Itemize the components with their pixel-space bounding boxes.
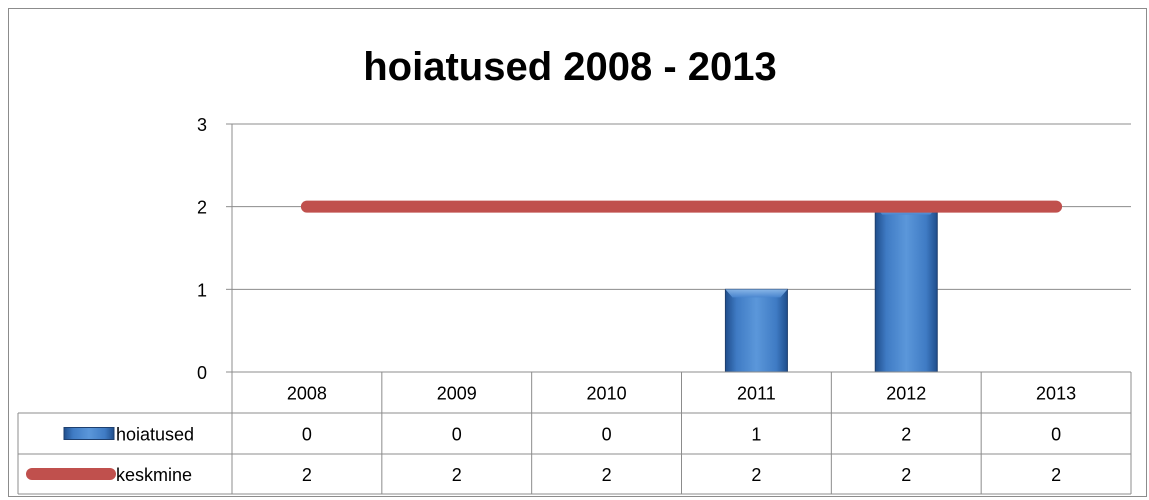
x-tick-label: 2012 bbox=[886, 384, 926, 404]
legend-label: keskmine bbox=[116, 465, 192, 485]
bar-bevel bbox=[725, 289, 788, 298]
chart-border bbox=[8, 8, 1147, 497]
data-table: 2008 2009 2010 2011 2012 2013 hoiatused 0 0 0 1 2 0 k… bbox=[17, 371, 1132, 495]
data-label: 2 bbox=[602, 465, 612, 485]
data-label: 2 bbox=[901, 425, 911, 445]
bar-body bbox=[724, 288, 788, 373]
line-point bbox=[1055, 206, 1057, 208]
line-point bbox=[755, 206, 757, 208]
data-label: 2 bbox=[452, 465, 462, 485]
y-tick-label: 0 bbox=[197, 363, 207, 383]
data-label: 1 bbox=[751, 425, 761, 445]
y-tick-label: 3 bbox=[197, 115, 207, 135]
bar-body bbox=[874, 206, 938, 373]
line-point bbox=[905, 206, 907, 208]
chart-title: hoiatused 2008 - 2013 bbox=[363, 45, 777, 89]
legend-key-hoiatused bbox=[63, 427, 115, 440]
data-label: 2 bbox=[1051, 465, 1061, 485]
x-tick-label: 2013 bbox=[1036, 384, 1076, 404]
bar bbox=[724, 288, 788, 373]
data-label: 0 bbox=[452, 425, 462, 445]
x-tick-label: 2010 bbox=[587, 384, 627, 404]
data-label: 2 bbox=[901, 465, 911, 485]
data-label: 0 bbox=[302, 425, 312, 445]
line-point bbox=[606, 206, 608, 208]
line-series bbox=[300, 200, 1063, 213]
legend-label: hoiatused bbox=[116, 425, 194, 445]
y-tick-label: 1 bbox=[197, 280, 207, 300]
y-tick-label: 2 bbox=[197, 198, 207, 218]
data-label: 2 bbox=[302, 465, 312, 485]
x-tick-label: 2011 bbox=[737, 384, 776, 404]
line-point bbox=[456, 206, 458, 208]
x-tick-label: 2008 bbox=[287, 384, 327, 404]
data-label: 0 bbox=[1051, 425, 1061, 445]
x-tick-label: 2009 bbox=[437, 384, 477, 404]
bar bbox=[874, 206, 938, 373]
data-label: 2 bbox=[751, 465, 761, 485]
line-point bbox=[306, 206, 308, 208]
data-label: 0 bbox=[602, 425, 612, 445]
y-axis-ticks: 0 1 2 3 bbox=[197, 115, 207, 383]
